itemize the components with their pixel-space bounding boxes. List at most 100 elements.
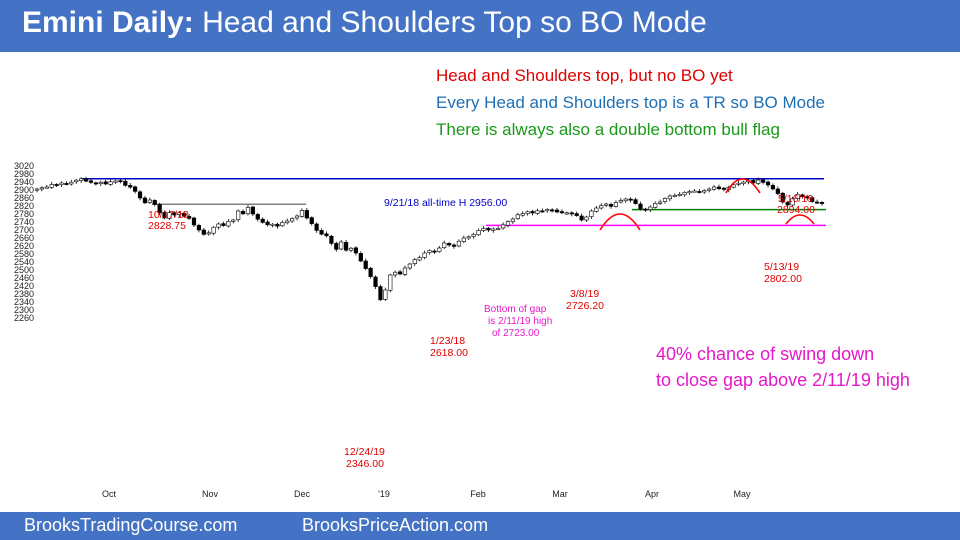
x-tick-label: Feb bbox=[470, 489, 486, 499]
candle-body bbox=[657, 201, 663, 204]
candle-body bbox=[535, 210, 540, 214]
y-tick-label: 2420 bbox=[14, 281, 34, 291]
candle-body bbox=[54, 184, 59, 186]
candle-body bbox=[599, 205, 604, 209]
candle-body bbox=[324, 233, 329, 237]
candle-body bbox=[275, 223, 280, 227]
candle-body bbox=[761, 179, 766, 183]
candle-body bbox=[270, 223, 275, 226]
label-gap-1: Bottom of gap bbox=[484, 304, 547, 315]
candle-body bbox=[461, 237, 466, 242]
candle-body bbox=[790, 198, 795, 206]
level-lines bbox=[82, 178, 826, 227]
label-0516-date: 5/16/19 bbox=[778, 193, 813, 205]
y-tick-label: 2340 bbox=[14, 297, 34, 307]
candle-body bbox=[358, 253, 363, 262]
candle-body bbox=[98, 181, 103, 184]
footer-link-left[interactable]: BrooksTradingCourse.com bbox=[24, 515, 238, 535]
callout-line-1: 40% chance of swing down bbox=[656, 344, 875, 364]
candle-body bbox=[707, 188, 712, 191]
candle-body bbox=[108, 181, 113, 185]
candle-body bbox=[39, 187, 45, 190]
candle-body bbox=[49, 184, 54, 188]
candle-body bbox=[206, 232, 211, 235]
y-tick-label: 2780 bbox=[14, 209, 34, 219]
hs-arc-head bbox=[725, 178, 761, 194]
candle-body bbox=[721, 187, 726, 190]
candle-body bbox=[510, 218, 516, 222]
x-tick-label: Mar bbox=[552, 489, 568, 499]
candle-body bbox=[393, 271, 398, 276]
candle-body bbox=[604, 203, 609, 206]
candle-body bbox=[133, 186, 138, 192]
candle-body bbox=[368, 267, 373, 277]
y-tick-label: 2660 bbox=[14, 233, 34, 243]
label-gap-2: is 2/11/19 high bbox=[488, 316, 552, 327]
candle-body bbox=[648, 206, 653, 210]
candle-body bbox=[805, 196, 810, 199]
x-tick-label: Nov bbox=[202, 489, 219, 499]
candle-body bbox=[692, 190, 697, 193]
candle-body bbox=[662, 198, 668, 202]
footer-link-right[interactable]: BrooksPriceAction.com bbox=[302, 515, 489, 535]
candle-body bbox=[83, 178, 89, 182]
candle-body bbox=[309, 217, 314, 224]
candle-body bbox=[191, 217, 197, 226]
y-tick-label: 2820 bbox=[14, 201, 34, 211]
candle-body bbox=[79, 178, 84, 181]
candle-body bbox=[280, 222, 285, 227]
candle-body bbox=[412, 259, 417, 264]
candle-body bbox=[677, 194, 682, 196]
label-0516-price: 2894.00 bbox=[777, 204, 815, 216]
candle-body bbox=[554, 209, 560, 213]
candle-body bbox=[172, 212, 177, 216]
candle-body bbox=[290, 218, 295, 222]
y-tick-label: 2620 bbox=[14, 241, 34, 251]
candle-body bbox=[88, 180, 94, 183]
candle-body bbox=[294, 215, 300, 219]
candle-body bbox=[736, 182, 741, 185]
candle-body bbox=[231, 219, 236, 222]
y-axis-ticks: 3020298029402900286028202780274027002660… bbox=[14, 161, 34, 323]
candle-body bbox=[608, 204, 614, 207]
candle-body bbox=[540, 210, 545, 213]
page-title: Emini Daily: Head and Shoulders Top so B… bbox=[22, 6, 707, 40]
candle-body bbox=[765, 181, 771, 186]
x-axis-ticks: Oct Nov Dec '19 Feb Mar Apr May bbox=[102, 489, 751, 499]
candle-body bbox=[682, 192, 687, 196]
candle-body bbox=[741, 181, 746, 184]
candle-body bbox=[226, 221, 231, 227]
candle-body bbox=[623, 198, 628, 202]
hs-arc-right-shoulder bbox=[785, 214, 815, 225]
candle-body bbox=[515, 214, 520, 219]
label-0123-price: 2618.00 bbox=[430, 347, 468, 359]
candle-body bbox=[339, 241, 344, 250]
candle-body bbox=[795, 194, 800, 199]
candle-body bbox=[456, 240, 462, 247]
candle-body bbox=[128, 185, 133, 188]
candle-body bbox=[667, 195, 673, 200]
candle-body bbox=[74, 179, 79, 183]
candle-body bbox=[137, 191, 143, 199]
candle-body bbox=[569, 212, 574, 215]
candle-body bbox=[118, 180, 123, 183]
x-tick-label: Apr bbox=[645, 489, 659, 499]
y-tick-label: 2580 bbox=[14, 249, 34, 259]
candle-body bbox=[285, 220, 290, 224]
candle-body bbox=[123, 180, 128, 186]
candle-body bbox=[525, 211, 530, 214]
candle-body bbox=[500, 224, 506, 229]
candle-body bbox=[520, 213, 525, 216]
candle-body bbox=[584, 216, 589, 221]
candle-body bbox=[343, 242, 349, 251]
candle-body bbox=[397, 271, 403, 275]
candle-body bbox=[236, 210, 241, 220]
candles bbox=[34, 176, 825, 301]
candle-body bbox=[594, 207, 599, 212]
label-1017-date: 10/17/18 bbox=[148, 209, 189, 221]
title-rest: Head and Shoulders Top so BO Mode bbox=[202, 6, 707, 39]
candle-body bbox=[64, 183, 69, 185]
candle-body bbox=[814, 201, 820, 204]
candle-body bbox=[756, 179, 761, 184]
note-blue: Every Head and Shoulders top is a TR so … bbox=[436, 93, 825, 112]
